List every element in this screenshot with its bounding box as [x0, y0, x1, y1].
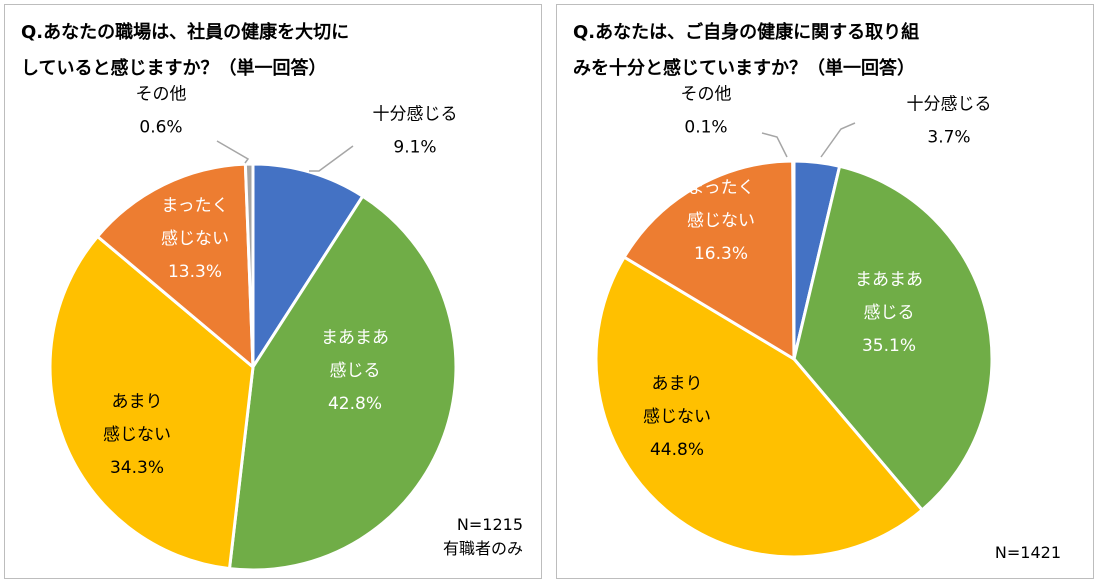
pie-slice: [622, 159, 796, 361]
pie-slice: [48, 234, 255, 571]
chart-title-line: Q.あなたの職場は、社員の健康を大切に: [21, 22, 350, 43]
slice-value-label: 35.1%: [862, 336, 916, 356]
chart-panel-right: Q.あなたは、ご自身の健康に関する取り組 みを十分と感じていますか？（単一回答）…: [556, 4, 1094, 579]
slice-value-label: 44.8%: [650, 440, 704, 460]
chart-title-line: していると感じますか？（単一回答）: [21, 58, 327, 79]
slice-category-label: あまり: [652, 374, 703, 394]
pie-chart: 十分感じる9.1%まあまあ感じる42.8%あまり感じない34.3%まったく感じな…: [48, 85, 458, 572]
slice-category-label: まあまあ: [855, 270, 923, 290]
slice-category-label: 感じない: [643, 407, 711, 427]
leader-line: [309, 145, 354, 172]
slice-category-label: 感じる: [864, 303, 915, 323]
chart-title: Q.あなたは、ご自身の健康に関する取り組 みを十分と感じていますか？（単一回答）: [573, 15, 1073, 87]
slice-value-label: 3.7%: [927, 128, 970, 148]
pie-chart: 十分感じる3.7%まあまあ感じる35.1%あまり感じない44.8%まったく感じな…: [594, 85, 994, 559]
slice-category-label: 感じない: [687, 211, 755, 231]
pie-slice: [792, 164, 994, 512]
slice-category-label: あまり: [112, 392, 163, 412]
pie-slice: [251, 162, 365, 369]
pie-slice: [243, 162, 255, 369]
pie-slice: [594, 255, 924, 559]
pie-slice: [791, 159, 796, 361]
leader-line: [216, 140, 250, 164]
chart-title-line: みを十分と感じていますか？（単一回答）: [573, 58, 915, 79]
pie-slice: [227, 194, 458, 572]
sample-note: N=1421: [995, 541, 1061, 565]
slice-category-label: まったく: [161, 196, 228, 216]
chart-title-line: Q.あなたは、ご自身の健康に関する取り組: [573, 22, 920, 43]
slice-category-label: その他: [136, 85, 187, 105]
sample-scope: 有職者のみ: [442, 539, 523, 558]
slice-category-label: その他: [681, 85, 732, 105]
slice-category-label: 十分感じる: [907, 95, 992, 115]
slice-value-label: 13.3%: [168, 262, 222, 282]
slice-value-label: 9.1%: [393, 138, 436, 158]
sample-note: N=1215 有職者のみ: [443, 513, 523, 561]
leader-line: [761, 132, 788, 158]
slice-category-label: 十分感じる: [373, 105, 458, 125]
pie-slice: [96, 162, 255, 369]
sample-size: N=1421: [994, 543, 1061, 562]
slice-category-label: まったく: [687, 178, 754, 198]
slice-value-label: 34.3%: [110, 458, 164, 478]
slice-category-label: まあまあ: [321, 328, 389, 348]
sample-size: N=1215: [456, 515, 523, 534]
slice-value-label: 16.3%: [694, 244, 748, 264]
slice-category-label: 感じる: [330, 361, 381, 381]
chart-panel-left: Q.あなたの職場は、社員の健康を大切に していると感じますか？（単一回答） 十分…: [4, 4, 542, 579]
slice-category-label: 感じない: [103, 425, 171, 445]
leader-line: [820, 122, 856, 158]
slice-category-label: 感じない: [161, 229, 229, 249]
slice-value-label: 42.8%: [328, 394, 382, 414]
slice-value-label: 0.1%: [684, 118, 727, 138]
chart-title: Q.あなたの職場は、社員の健康を大切に していると感じますか？（単一回答）: [21, 15, 521, 87]
slice-value-label: 0.6%: [139, 118, 182, 138]
